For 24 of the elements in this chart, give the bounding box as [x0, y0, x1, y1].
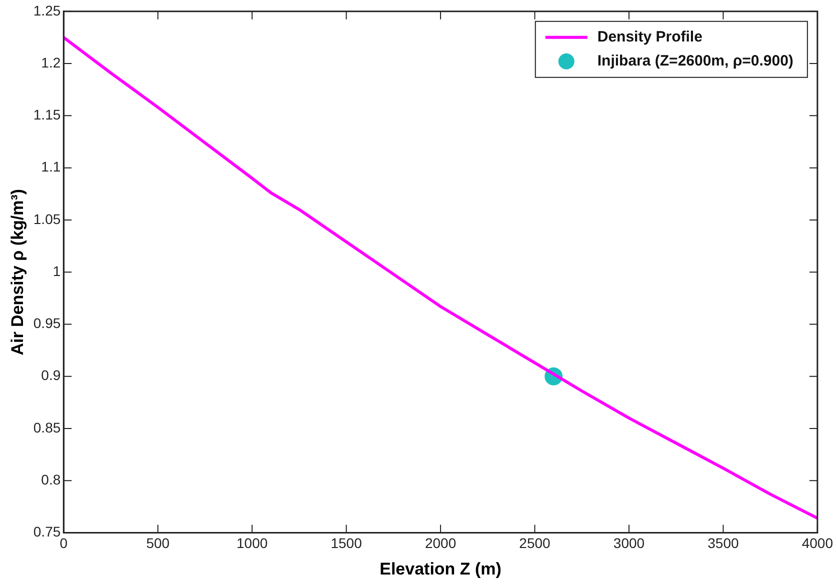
- x-tick-label: 4000: [802, 535, 834, 552]
- x-tick-label: 3000: [613, 535, 645, 552]
- y-tick-label: 1.2: [41, 54, 61, 70]
- y-tick-label: 1: [52, 262, 61, 279]
- y-tick-label: 1.1: [41, 158, 61, 175]
- y-tick-label: 0.8: [41, 472, 61, 488]
- x-tick-label: 500: [146, 535, 170, 552]
- x-tick-label: 2000: [424, 535, 456, 552]
- x-tick-label: 1000: [236, 535, 268, 552]
- x-tick-label: 3500: [708, 535, 739, 552]
- x-tick-label: 1500: [330, 535, 362, 552]
- legend-label: Density Profile: [597, 28, 702, 46]
- x-tick-label: 0: [60, 535, 68, 552]
- y-tick-label: 0.85: [33, 419, 61, 436]
- y-tick-label: 0.95: [33, 315, 61, 332]
- y-tick-label: 1.05: [33, 210, 61, 227]
- y-tick-label: 0.9: [41, 367, 61, 384]
- x-axis-title: Elevation Z (m): [380, 559, 502, 578]
- y-tick-label: 1.25: [33, 2, 61, 18]
- x-tick-label: 2500: [519, 535, 551, 552]
- y-tick-label: 1.15: [33, 106, 61, 123]
- y-axis-title: Air Density ρ (kg/m³): [8, 188, 27, 356]
- y-tick-label: 0.75: [33, 524, 61, 540]
- legend-label: Injibara (Z=2600m, ρ=0.900): [597, 52, 794, 70]
